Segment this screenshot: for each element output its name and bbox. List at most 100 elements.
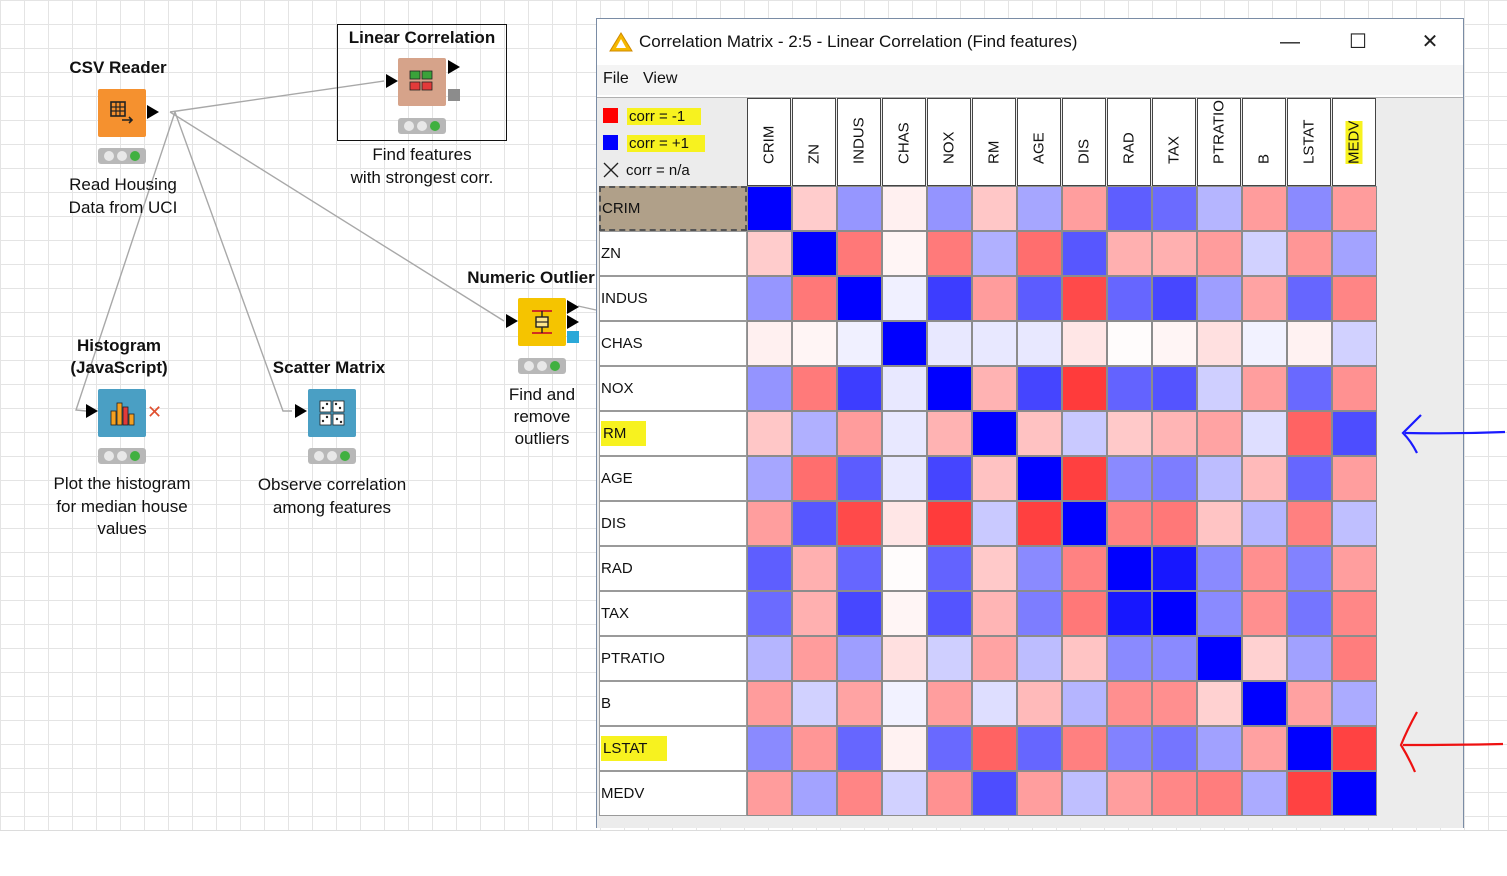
matrix-cell[interactable] bbox=[837, 726, 882, 771]
matrix-cell[interactable] bbox=[1017, 411, 1062, 456]
matrix-cell[interactable] bbox=[837, 276, 882, 321]
matrix-cell[interactable] bbox=[1242, 231, 1287, 276]
matrix-cell[interactable] bbox=[1107, 366, 1152, 411]
numeric-outlier-model-port[interactable] bbox=[567, 331, 579, 343]
matrix-cell[interactable] bbox=[1332, 636, 1377, 681]
matrix-cell[interactable] bbox=[792, 681, 837, 726]
row-header[interactable]: CRIM bbox=[599, 186, 747, 231]
close-button[interactable]: ✕ bbox=[1421, 31, 1439, 53]
matrix-cell[interactable] bbox=[837, 456, 882, 501]
matrix-cell[interactable] bbox=[1332, 546, 1377, 591]
matrix-cell[interactable] bbox=[1152, 591, 1197, 636]
matrix-cell[interactable] bbox=[837, 411, 882, 456]
matrix-cell[interactable] bbox=[1107, 771, 1152, 816]
matrix-cell[interactable] bbox=[1332, 591, 1377, 636]
matrix-cell[interactable] bbox=[1242, 546, 1287, 591]
row-header[interactable]: AGE bbox=[599, 456, 747, 501]
matrix-cell[interactable] bbox=[1197, 456, 1242, 501]
matrix-cell[interactable] bbox=[1332, 681, 1377, 726]
matrix-cell[interactable] bbox=[792, 546, 837, 591]
matrix-cell[interactable] bbox=[1242, 681, 1287, 726]
matrix-cell[interactable] bbox=[747, 726, 792, 771]
matrix-cell[interactable] bbox=[1332, 771, 1377, 816]
matrix-cell[interactable] bbox=[1107, 681, 1152, 726]
menu-file[interactable]: File bbox=[603, 70, 629, 87]
matrix-cell[interactable] bbox=[837, 636, 882, 681]
matrix-cell[interactable] bbox=[1062, 591, 1107, 636]
histogram-in-port[interactable] bbox=[86, 404, 98, 418]
column-header[interactable]: RM bbox=[972, 98, 1016, 186]
matrix-cell[interactable] bbox=[1062, 726, 1107, 771]
matrix-cell[interactable] bbox=[1197, 231, 1242, 276]
matrix-cell[interactable] bbox=[837, 591, 882, 636]
column-header[interactable]: LSTAT bbox=[1287, 98, 1331, 186]
matrix-cell[interactable] bbox=[1062, 231, 1107, 276]
matrix-cell[interactable] bbox=[882, 501, 927, 546]
matrix-cell[interactable] bbox=[1332, 321, 1377, 366]
row-header[interactable]: TAX bbox=[599, 591, 747, 636]
matrix-cell[interactable] bbox=[747, 231, 792, 276]
matrix-cell[interactable] bbox=[882, 456, 927, 501]
matrix-cell[interactable] bbox=[927, 321, 972, 366]
matrix-cell[interactable] bbox=[1062, 411, 1107, 456]
matrix-cell[interactable] bbox=[747, 186, 792, 231]
matrix-cell[interactable] bbox=[1197, 186, 1242, 231]
matrix-cell[interactable] bbox=[1242, 186, 1287, 231]
matrix-cell[interactable] bbox=[1017, 456, 1062, 501]
scatter-matrix-in-port[interactable] bbox=[295, 404, 307, 418]
matrix-cell[interactable] bbox=[1107, 276, 1152, 321]
column-header[interactable]: MEDV bbox=[1332, 98, 1376, 186]
matrix-cell[interactable] bbox=[1242, 276, 1287, 321]
column-header[interactable]: PTRATIO bbox=[1197, 98, 1241, 186]
matrix-cell[interactable] bbox=[1017, 546, 1062, 591]
column-header[interactable]: AGE bbox=[1017, 98, 1061, 186]
column-header[interactable]: CHAS bbox=[882, 98, 926, 186]
matrix-cell[interactable] bbox=[1107, 636, 1152, 681]
matrix-cell[interactable] bbox=[1197, 681, 1242, 726]
matrix-cell[interactable] bbox=[1287, 591, 1332, 636]
matrix-cell[interactable] bbox=[1332, 366, 1377, 411]
row-header[interactable]: B bbox=[599, 681, 747, 726]
matrix-cell[interactable] bbox=[1287, 456, 1332, 501]
matrix-cell[interactable] bbox=[1287, 276, 1332, 321]
matrix-cell[interactable] bbox=[1287, 726, 1332, 771]
matrix-cell[interactable] bbox=[1062, 636, 1107, 681]
matrix-cell[interactable] bbox=[1287, 771, 1332, 816]
matrix-cell[interactable] bbox=[1152, 726, 1197, 771]
matrix-cell[interactable] bbox=[882, 366, 927, 411]
matrix-cell[interactable] bbox=[1287, 681, 1332, 726]
matrix-cell[interactable] bbox=[1017, 321, 1062, 366]
matrix-cell[interactable] bbox=[1107, 456, 1152, 501]
matrix-cell[interactable] bbox=[1152, 276, 1197, 321]
matrix-cell[interactable] bbox=[1287, 411, 1332, 456]
matrix-cell[interactable] bbox=[927, 501, 972, 546]
matrix-cell[interactable] bbox=[1287, 636, 1332, 681]
matrix-cell[interactable] bbox=[927, 591, 972, 636]
matrix-cell[interactable] bbox=[1152, 321, 1197, 366]
csv-reader-out-port[interactable] bbox=[147, 105, 159, 119]
matrix-cell[interactable] bbox=[1332, 501, 1377, 546]
matrix-cell[interactable] bbox=[1017, 726, 1062, 771]
column-header[interactable]: CRIM bbox=[747, 98, 791, 186]
matrix-cell[interactable] bbox=[1152, 771, 1197, 816]
matrix-cell[interactable] bbox=[792, 636, 837, 681]
matrix-cell[interactable] bbox=[1287, 321, 1332, 366]
column-header[interactable]: INDUS bbox=[837, 98, 881, 186]
matrix-cell[interactable] bbox=[927, 636, 972, 681]
matrix-cell[interactable] bbox=[792, 501, 837, 546]
matrix-cell[interactable] bbox=[1197, 591, 1242, 636]
matrix-cell[interactable] bbox=[972, 231, 1017, 276]
matrix-cell[interactable] bbox=[1242, 726, 1287, 771]
matrix-cell[interactable] bbox=[1017, 771, 1062, 816]
matrix-cell[interactable] bbox=[927, 771, 972, 816]
matrix-cell[interactable] bbox=[1017, 366, 1062, 411]
row-header[interactable]: MEDV bbox=[599, 771, 747, 816]
numeric-outlier-out-port-2[interactable] bbox=[567, 315, 579, 329]
matrix-cell[interactable] bbox=[747, 276, 792, 321]
matrix-cell[interactable] bbox=[1197, 636, 1242, 681]
menu-view[interactable]: View bbox=[643, 70, 678, 87]
scatter-matrix-node[interactable] bbox=[308, 389, 356, 437]
matrix-cell[interactable] bbox=[837, 546, 882, 591]
matrix-cell[interactable] bbox=[747, 636, 792, 681]
matrix-cell[interactable] bbox=[972, 276, 1017, 321]
